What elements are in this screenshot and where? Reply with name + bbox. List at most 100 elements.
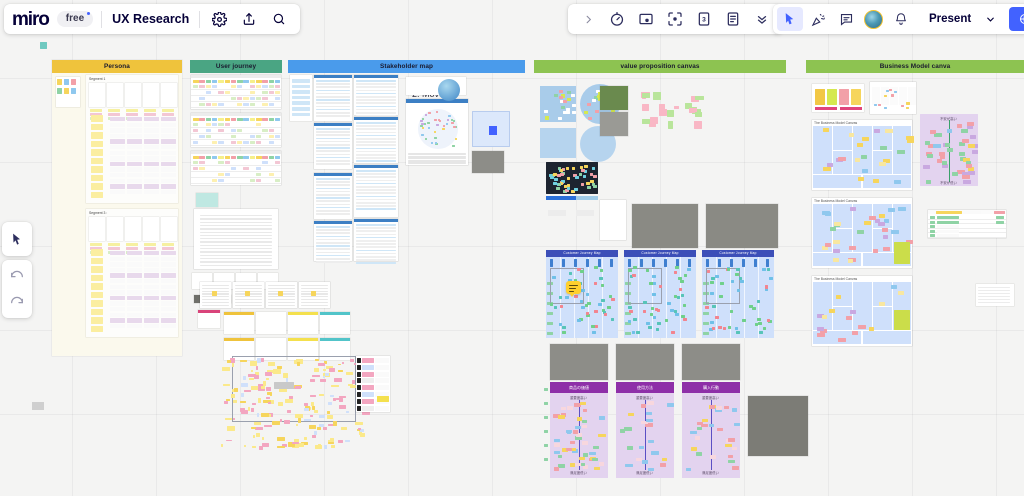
- affinity-note[interactable]: [242, 376, 246, 380]
- affinity-note[interactable]: [323, 369, 327, 372]
- journey-cell-note[interactable]: [262, 161, 268, 165]
- stakeholder-doc[interactable]: [354, 165, 398, 217]
- affinity-note[interactable]: [327, 423, 336, 427]
- canvas-sticky[interactable]: [561, 331, 566, 335]
- matrix-sticky[interactable]: [947, 148, 954, 153]
- canvas-gridline[interactable]: [744, 257, 745, 338]
- persona-grid-cell[interactable]: [161, 318, 176, 323]
- persona-segment-board[interactable]: Segment 1: [86, 75, 178, 203]
- doc-line[interactable]: [356, 83, 396, 85]
- bmc-sticky[interactable]: [838, 156, 846, 161]
- sticky-note[interactable]: [71, 79, 76, 85]
- doc-line[interactable]: [316, 137, 350, 140]
- persona-grid-cell[interactable]: [144, 301, 159, 306]
- matrix-sticky[interactable]: [709, 405, 716, 409]
- matrix-sticky[interactable]: [923, 164, 931, 169]
- persona-card[interactable]: [89, 83, 105, 107]
- canvas-sticky[interactable]: [722, 326, 727, 330]
- vpc-loose-note[interactable]: [685, 102, 692, 109]
- matrix-sticky[interactable]: [701, 418, 709, 423]
- canvas-sticky[interactable]: [652, 281, 656, 285]
- persona-grid-cell[interactable]: [161, 262, 176, 267]
- matrix-sticky[interactable]: [939, 155, 945, 160]
- sticky-note[interactable]: [580, 182, 584, 186]
- affinity-note[interactable]: [297, 361, 301, 366]
- canvas-sticky[interactable]: [558, 296, 563, 300]
- doc-line[interactable]: [301, 304, 328, 306]
- affinity-note[interactable]: [262, 437, 265, 440]
- matrix-sticky[interactable]: [560, 406, 567, 411]
- matrix-sticky[interactable]: [945, 143, 951, 148]
- affinity-note[interactable]: [243, 390, 252, 392]
- doc-line[interactable]: [408, 153, 466, 154]
- sticky-note[interactable]: [561, 179, 565, 183]
- canvas-sticky[interactable]: [683, 274, 688, 278]
- bmc-sticky[interactable]: [828, 309, 836, 314]
- vpc-doc[interactable]: [600, 200, 626, 240]
- network-node[interactable]: [450, 118, 454, 121]
- matrix-sticky[interactable]: [962, 172, 970, 177]
- affinity-note[interactable]: [359, 432, 365, 437]
- canvas-sticky[interactable]: [670, 308, 674, 312]
- bmc-sticky[interactable]: [849, 245, 857, 250]
- sticky-note[interactable]: [91, 291, 103, 298]
- doc-line[interactable]: [301, 287, 328, 290]
- frame-vpc[interactable]: value proposition canvas: [534, 60, 786, 73]
- journey-cell-note[interactable]: [274, 161, 281, 165]
- globe-image[interactable]: [438, 79, 460, 101]
- bmc-sticky[interactable]: [856, 230, 865, 234]
- doc-line[interactable]: [356, 92, 396, 95]
- doc-line[interactable]: [356, 173, 396, 175]
- bmc-sticky[interactable]: [860, 155, 867, 160]
- persona-grid-cell[interactable]: [144, 139, 159, 144]
- matrix-sticky[interactable]: [937, 158, 943, 163]
- journey-cell-note[interactable]: [274, 85, 281, 89]
- canvas-sticky[interactable]: [633, 266, 637, 270]
- affinity-note[interactable]: [304, 436, 308, 440]
- journey-header-cell[interactable]: [211, 79, 218, 83]
- affinity-summary-table[interactable]: [356, 356, 390, 412]
- matrix-sticky[interactable]: [553, 443, 561, 447]
- vpc-square[interactable]: [540, 86, 576, 122]
- spreadsheet-cell[interactable]: [930, 216, 935, 219]
- canvas-sticky[interactable]: [648, 326, 652, 330]
- doc-line[interactable]: [316, 226, 350, 228]
- matrix-sticky[interactable]: [577, 417, 583, 421]
- bmc-diagram-col[interactable]: [899, 87, 907, 105]
- matrix-sticky[interactable]: [651, 451, 659, 455]
- sticky-note[interactable]: [91, 123, 103, 130]
- journey-table[interactable]: [191, 113, 281, 147]
- journey-cell-note[interactable]: [230, 141, 237, 145]
- doc-line[interactable]: [316, 105, 350, 108]
- journey-cell-note[interactable]: [256, 135, 262, 139]
- research-doc[interactable]: [233, 282, 264, 308]
- table-cell[interactable]: [375, 392, 389, 397]
- journey-cell-note[interactable]: [230, 85, 237, 89]
- affinity-note[interactable]: [332, 421, 338, 426]
- journey-cell-note[interactable]: [243, 103, 249, 107]
- persona-grid-cell[interactable]: [144, 145, 159, 150]
- affinity-note[interactable]: [315, 359, 320, 361]
- persona-grid-cell[interactable]: [110, 323, 125, 329]
- canvas-sticky[interactable]: [627, 268, 632, 272]
- journey-cell-note[interactable]: [199, 97, 205, 101]
- bmc-sticky[interactable]: [880, 146, 888, 151]
- bmc-diagram-doc[interactable]: [870, 82, 916, 114]
- journey-header-cell[interactable]: [249, 117, 256, 121]
- journey-cell-note[interactable]: [218, 103, 224, 107]
- matrix-sticky[interactable]: [716, 406, 722, 410]
- affinity-note[interactable]: [349, 384, 357, 389]
- chevron-right-icon[interactable]: [575, 7, 601, 31]
- matrix-sticky[interactable]: [573, 403, 581, 407]
- persona-grid-cell[interactable]: [144, 173, 159, 178]
- canvas-sticky[interactable]: [729, 309, 734, 313]
- doc-line[interactable]: [316, 184, 350, 186]
- persona-grid-cell[interactable]: [161, 139, 176, 144]
- journey-cell-note[interactable]: [268, 129, 274, 133]
- affinity-note[interactable]: [270, 394, 273, 397]
- persona-grid-cell[interactable]: [127, 323, 142, 329]
- bmc-diagram-node[interactable]: [873, 103, 877, 107]
- doc-line[interactable]: [202, 299, 229, 301]
- bmc-sticky[interactable]: [822, 128, 830, 133]
- bmc-sticky[interactable]: [821, 314, 827, 319]
